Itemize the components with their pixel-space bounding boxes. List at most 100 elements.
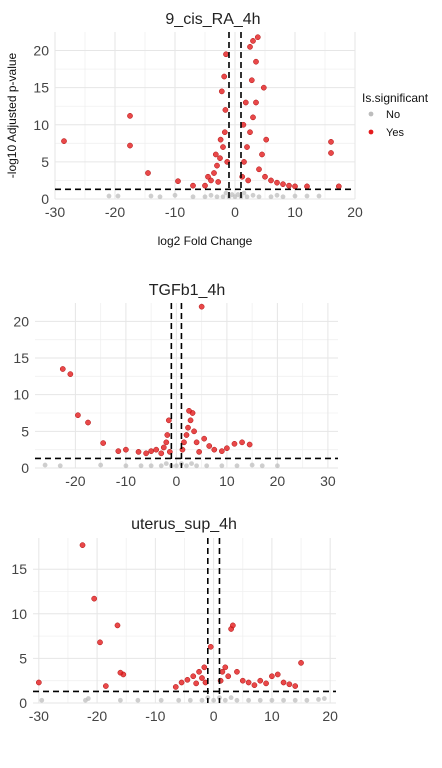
point-significant [211, 446, 218, 453]
point-significant [259, 151, 265, 158]
point-significant [201, 435, 208, 442]
point-significant [247, 129, 253, 136]
x-axis-label: log2 Fold Change [158, 234, 253, 248]
point-significant [223, 51, 229, 58]
point-not-significant [275, 463, 280, 469]
point-not-significant [115, 193, 121, 199]
point-significant [153, 446, 160, 453]
point-significant [196, 668, 202, 675]
x-tick-label: 10 [219, 473, 235, 489]
point-significant [179, 446, 186, 453]
point-not-significant [244, 194, 250, 200]
point-significant [178, 679, 185, 686]
point-significant [165, 417, 172, 424]
point-significant [79, 542, 86, 548]
point-not-significant [202, 194, 208, 200]
y-tick-label: 15 [33, 80, 49, 96]
point-significant [286, 182, 292, 189]
legend: Is.significant No Yes [362, 91, 429, 139]
point-significant [262, 173, 268, 180]
point-significant [191, 428, 197, 435]
point-significant [221, 129, 228, 136]
point-not-significant [234, 697, 240, 703]
point-not-significant [234, 463, 240, 469]
point-not-significant [85, 696, 91, 701]
point-significant [85, 419, 91, 426]
point-significant [274, 671, 281, 678]
x-tick-label: 30 [320, 473, 336, 489]
point-not-significant [217, 695, 222, 701]
point-significant [219, 668, 226, 675]
point-significant [231, 440, 238, 447]
y-tick-label: 20 [13, 313, 29, 329]
point-significant [234, 668, 240, 675]
point-not-significant [292, 697, 298, 703]
legend-swatch-no [368, 111, 374, 117]
point-significant [222, 664, 229, 671]
x-tick-label: 0 [210, 708, 218, 724]
point-not-significant [256, 194, 262, 200]
x-tick-label: 0 [231, 204, 239, 220]
point-not-significant [194, 463, 200, 469]
point-not-significant [174, 463, 179, 469]
point-significant [247, 43, 253, 50]
point-not-significant [316, 193, 322, 199]
point-significant [183, 432, 190, 438]
point-significant [158, 450, 165, 457]
point-significant [217, 155, 223, 162]
point-significant [160, 444, 167, 451]
point-significant [250, 114, 256, 121]
point-significant [211, 170, 217, 176]
point-not-significant [163, 461, 169, 466]
point-significant [280, 181, 286, 188]
point-significant [263, 136, 270, 143]
chart-title: TGFb1_4h [149, 282, 225, 299]
panel-tgfb1-4h: -20 -10 0 10 20 30 0 5 10 15 20 TGFb1_4h [13, 282, 338, 489]
point-not-significant [214, 194, 220, 200]
point-not-significant [158, 697, 164, 703]
point-significant [239, 677, 246, 684]
point-not-significant [316, 697, 321, 702]
point-not-significant [223, 190, 229, 196]
point-not-significant [219, 463, 225, 469]
point-significant [274, 179, 280, 186]
point-significant [292, 683, 299, 689]
point-significant [181, 439, 187, 446]
point-significant [175, 178, 181, 185]
x-tick-label: 20 [347, 204, 363, 220]
point-significant [253, 99, 259, 106]
y-axis-label: -log10 Adjusted p-value [5, 52, 19, 178]
point-not-significant [220, 194, 226, 200]
point-not-significant [250, 192, 256, 198]
point-significant [263, 680, 269, 687]
point-significant [241, 159, 247, 165]
point-significant [215, 179, 222, 185]
point-not-significant [241, 190, 247, 196]
point-significant [163, 439, 170, 446]
point-not-significant [39, 697, 45, 703]
y-tick-label: 10 [11, 606, 27, 622]
point-significant [202, 182, 208, 189]
point-significant [246, 441, 253, 448]
point-not-significant [189, 461, 194, 466]
point-significant [193, 439, 200, 446]
point-not-significant [148, 463, 154, 469]
point-significant [123, 446, 129, 453]
point-significant [217, 136, 224, 143]
point-not-significant [228, 695, 234, 701]
point-significant [248, 77, 255, 84]
point-significant [239, 439, 245, 446]
point-not-significant [187, 697, 193, 703]
legend-title: Is.significant [362, 91, 429, 105]
point-significant [143, 450, 149, 457]
point-significant [198, 303, 205, 310]
point-not-significant [208, 192, 214, 198]
point-significant [127, 142, 133, 149]
point-significant [208, 177, 214, 184]
point-not-significant [148, 193, 154, 199]
x-tick-label: 10 [287, 204, 303, 220]
point-significant [193, 680, 200, 687]
point-significant [269, 673, 275, 680]
point-significant [115, 448, 122, 454]
point-significant [224, 445, 230, 452]
